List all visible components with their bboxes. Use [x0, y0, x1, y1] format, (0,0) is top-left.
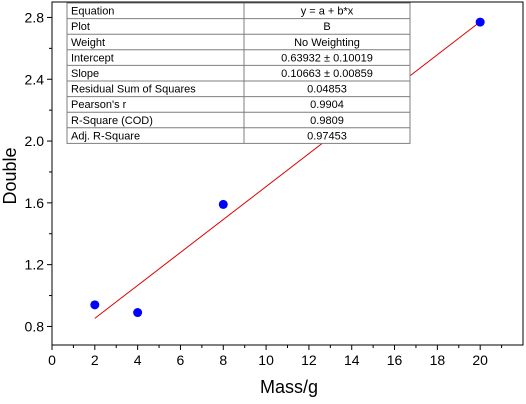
data-point — [133, 308, 143, 318]
x-tick-label: 8 — [219, 352, 227, 368]
x-tick-label: 12 — [301, 352, 317, 368]
y-tick-label: 0.8 — [25, 318, 45, 334]
data-point — [218, 199, 228, 209]
table-value: 0.9809 — [310, 115, 344, 127]
table-label: Plot — [71, 21, 90, 33]
x-tick-label: 10 — [258, 352, 274, 368]
table-label: Slope — [71, 68, 99, 80]
table-value: No Weighting — [294, 37, 360, 49]
x-tick-label: 2 — [91, 352, 99, 368]
table-label: Residual Sum of Squares — [71, 84, 196, 96]
y-tick-label: 1.2 — [25, 257, 45, 273]
x-tick-label: 16 — [387, 352, 403, 368]
table-label: Pearson's r — [71, 99, 127, 111]
fit-results-table: Equation y = a + b*x Plot B Weight No Weighti… — [66, 2, 411, 144]
table-value: B — [323, 21, 330, 33]
x-tick-label: 6 — [177, 352, 185, 368]
table-value: 0.9904 — [310, 99, 344, 111]
y-tick-label: 2.4 — [25, 71, 45, 87]
x-tick-label: 0 — [48, 352, 56, 368]
data-point — [475, 17, 485, 27]
y-axis-title: Double — [0, 147, 20, 204]
table-label: Equation — [71, 6, 114, 18]
x-tick-label: 14 — [344, 352, 360, 368]
table-value: 0.10663 ± 0.00859 — [281, 68, 373, 80]
y-tick-label: 1.6 — [25, 195, 45, 211]
table-frame — [66, 2, 411, 144]
table-value: 0.63932 ± 0.10019 — [281, 52, 373, 64]
x-tick-label: 4 — [134, 352, 142, 368]
table-label: Weight — [71, 37, 105, 49]
y-tick-label: 2.0 — [25, 133, 45, 149]
y-tick-label: 2.8 — [25, 9, 45, 25]
table-label: Intercept — [71, 52, 114, 64]
linear-fit-line — [94, 21, 481, 319]
table-label: R-Square (COD) — [71, 115, 153, 127]
x-axis-title: Mass/g — [260, 377, 318, 397]
table-value: 0.04853 — [307, 84, 347, 96]
data-point — [90, 300, 100, 310]
fit-line-layer — [94, 21, 481, 319]
table-value: y = a + b*x — [301, 6, 354, 18]
axes: 0 2 4 6 8 10 12 14 16 18 20 0.8 1.2 1.6 2.0 2.4 2.8 — [25, 1, 524, 368]
x-tick-label: 20 — [472, 352, 488, 368]
table-value: 0.97453 — [307, 130, 347, 142]
table-label: Adj. R-Square — [71, 130, 140, 142]
x-tick-label: 18 — [430, 352, 446, 368]
